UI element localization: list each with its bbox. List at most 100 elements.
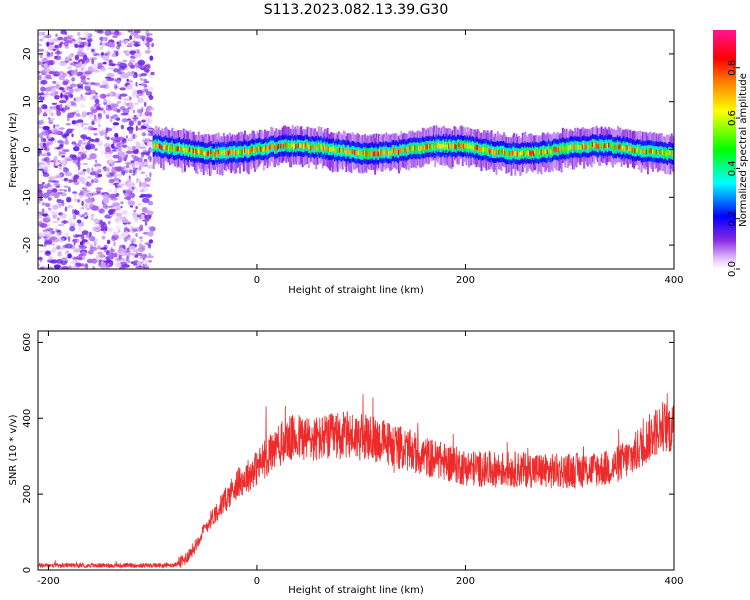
heatmap-cell — [102, 212, 105, 216]
heatmap-cell — [61, 155, 65, 158]
heatmap-cell — [550, 149, 553, 155]
heatmap-cell — [99, 67, 107, 72]
heatmap-cell — [119, 87, 126, 91]
heatmap-cell — [79, 195, 84, 198]
heatmap-cell — [266, 147, 269, 152]
heatmap-cell — [109, 172, 115, 177]
heatmap-cell — [400, 148, 403, 153]
heatmap-cell — [106, 266, 109, 269]
heatmap-cell — [170, 145, 173, 151]
heatmap-cell — [106, 73, 115, 78]
heatmap-cell — [140, 182, 147, 188]
heatmap-cell — [84, 203, 89, 208]
heatmap-cell — [142, 259, 149, 265]
heatmap-cell — [546, 149, 549, 155]
heatmap-cell — [39, 142, 44, 148]
heatmap-cell — [594, 142, 597, 148]
heatmap-cell — [45, 250, 51, 255]
heatmap-cell — [146, 255, 154, 259]
heatmap-cell — [105, 259, 112, 263]
y-tick-label: 0 — [22, 146, 33, 152]
heatmap-cell — [277, 144, 280, 149]
heatmap-cell — [541, 149, 544, 154]
heatmap-cell — [345, 150, 348, 156]
heatmap-cell — [121, 210, 128, 215]
heatmap-cell — [105, 104, 109, 110]
heatmap-cell — [254, 147, 256, 153]
heatmap-cell — [261, 147, 264, 153]
heatmap-cell — [287, 143, 290, 148]
heatmap-cell — [57, 223, 65, 227]
heatmap-cell — [73, 61, 79, 65]
heatmap-cell — [91, 258, 98, 264]
y-tick-label: -20 — [22, 237, 33, 253]
heatmap-cell — [67, 253, 72, 259]
heatmap-cell — [325, 146, 328, 152]
heatmap-cell — [459, 143, 462, 149]
heatmap-cell — [626, 145, 629, 150]
heatmap-cell — [78, 152, 81, 158]
heatmap-cell — [513, 149, 515, 155]
heatmap-cell — [234, 149, 236, 154]
heatmap-cell — [89, 153, 97, 160]
heatmap-cell — [38, 200, 41, 204]
heatmap-cell — [648, 148, 651, 153]
heatmap-cell — [371, 150, 374, 155]
heatmap-cell — [72, 191, 77, 194]
heatmap-cell — [62, 72, 68, 77]
heatmap-cell — [145, 108, 150, 113]
heatmap-cell — [586, 144, 589, 150]
heatmap-cell — [252, 147, 255, 153]
heatmap-cell — [56, 81, 62, 84]
heatmap-cell — [107, 227, 114, 232]
heatmap-cell — [80, 67, 84, 72]
heatmap-cell — [81, 200, 84, 207]
heatmap-cell — [282, 143, 285, 149]
heatmap-cell — [144, 177, 152, 182]
heatmap-cell — [59, 203, 62, 207]
heatmap-cell — [38, 132, 43, 138]
heatmap-cell — [51, 105, 55, 109]
heatmap-cell — [72, 160, 78, 164]
heatmap-cell — [61, 257, 68, 262]
heatmap-cell — [440, 144, 443, 150]
heatmap-cell — [47, 259, 55, 263]
heatmap-cell — [335, 147, 338, 152]
heatmap-cell — [427, 144, 430, 150]
heatmap-cell — [106, 172, 110, 176]
heatmap-cell — [169, 145, 171, 151]
heatmap-cell — [104, 76, 111, 79]
heatmap-cell — [113, 68, 119, 73]
heatmap-cell — [180, 147, 183, 153]
heatmap-cell — [94, 30, 103, 33]
heatmap-cell — [334, 148, 337, 154]
heatmap-cell — [406, 147, 409, 153]
heatmap-cell — [144, 111, 151, 117]
heatmap-cell — [540, 149, 543, 155]
heatmap-cell — [599, 142, 602, 148]
heatmap-cell — [80, 233, 84, 240]
heatmap-cell — [47, 38, 56, 43]
heatmap-cell — [65, 123, 71, 126]
colorbar-gradient — [713, 30, 736, 269]
heatmap-cell — [128, 175, 131, 181]
heatmap-cell — [56, 233, 60, 237]
heatmap-cell — [464, 143, 467, 149]
heatmap-cell — [93, 218, 100, 223]
heatmap-cell — [441, 143, 444, 149]
heatmap-cell — [232, 148, 235, 154]
heatmap-cell — [543, 148, 545, 154]
heatmap-cell — [493, 150, 495, 155]
snr-panel: -200 0 200 400 0 200 400 600 Height of straigh… — [8, 330, 684, 596]
heatmap-cell — [46, 54, 51, 58]
y-tick-label: 0 — [22, 567, 33, 573]
heatmap-cell — [237, 149, 240, 155]
heatmap-cell — [76, 161, 81, 167]
heatmap-cell — [296, 142, 299, 148]
heatmap-cell — [76, 219, 82, 224]
heatmap-cell — [104, 133, 108, 140]
heatmap-cell — [135, 49, 140, 54]
heatmap-cell — [107, 67, 114, 70]
heatmap-cell — [44, 108, 53, 114]
heatmap-cell — [161, 145, 164, 151]
